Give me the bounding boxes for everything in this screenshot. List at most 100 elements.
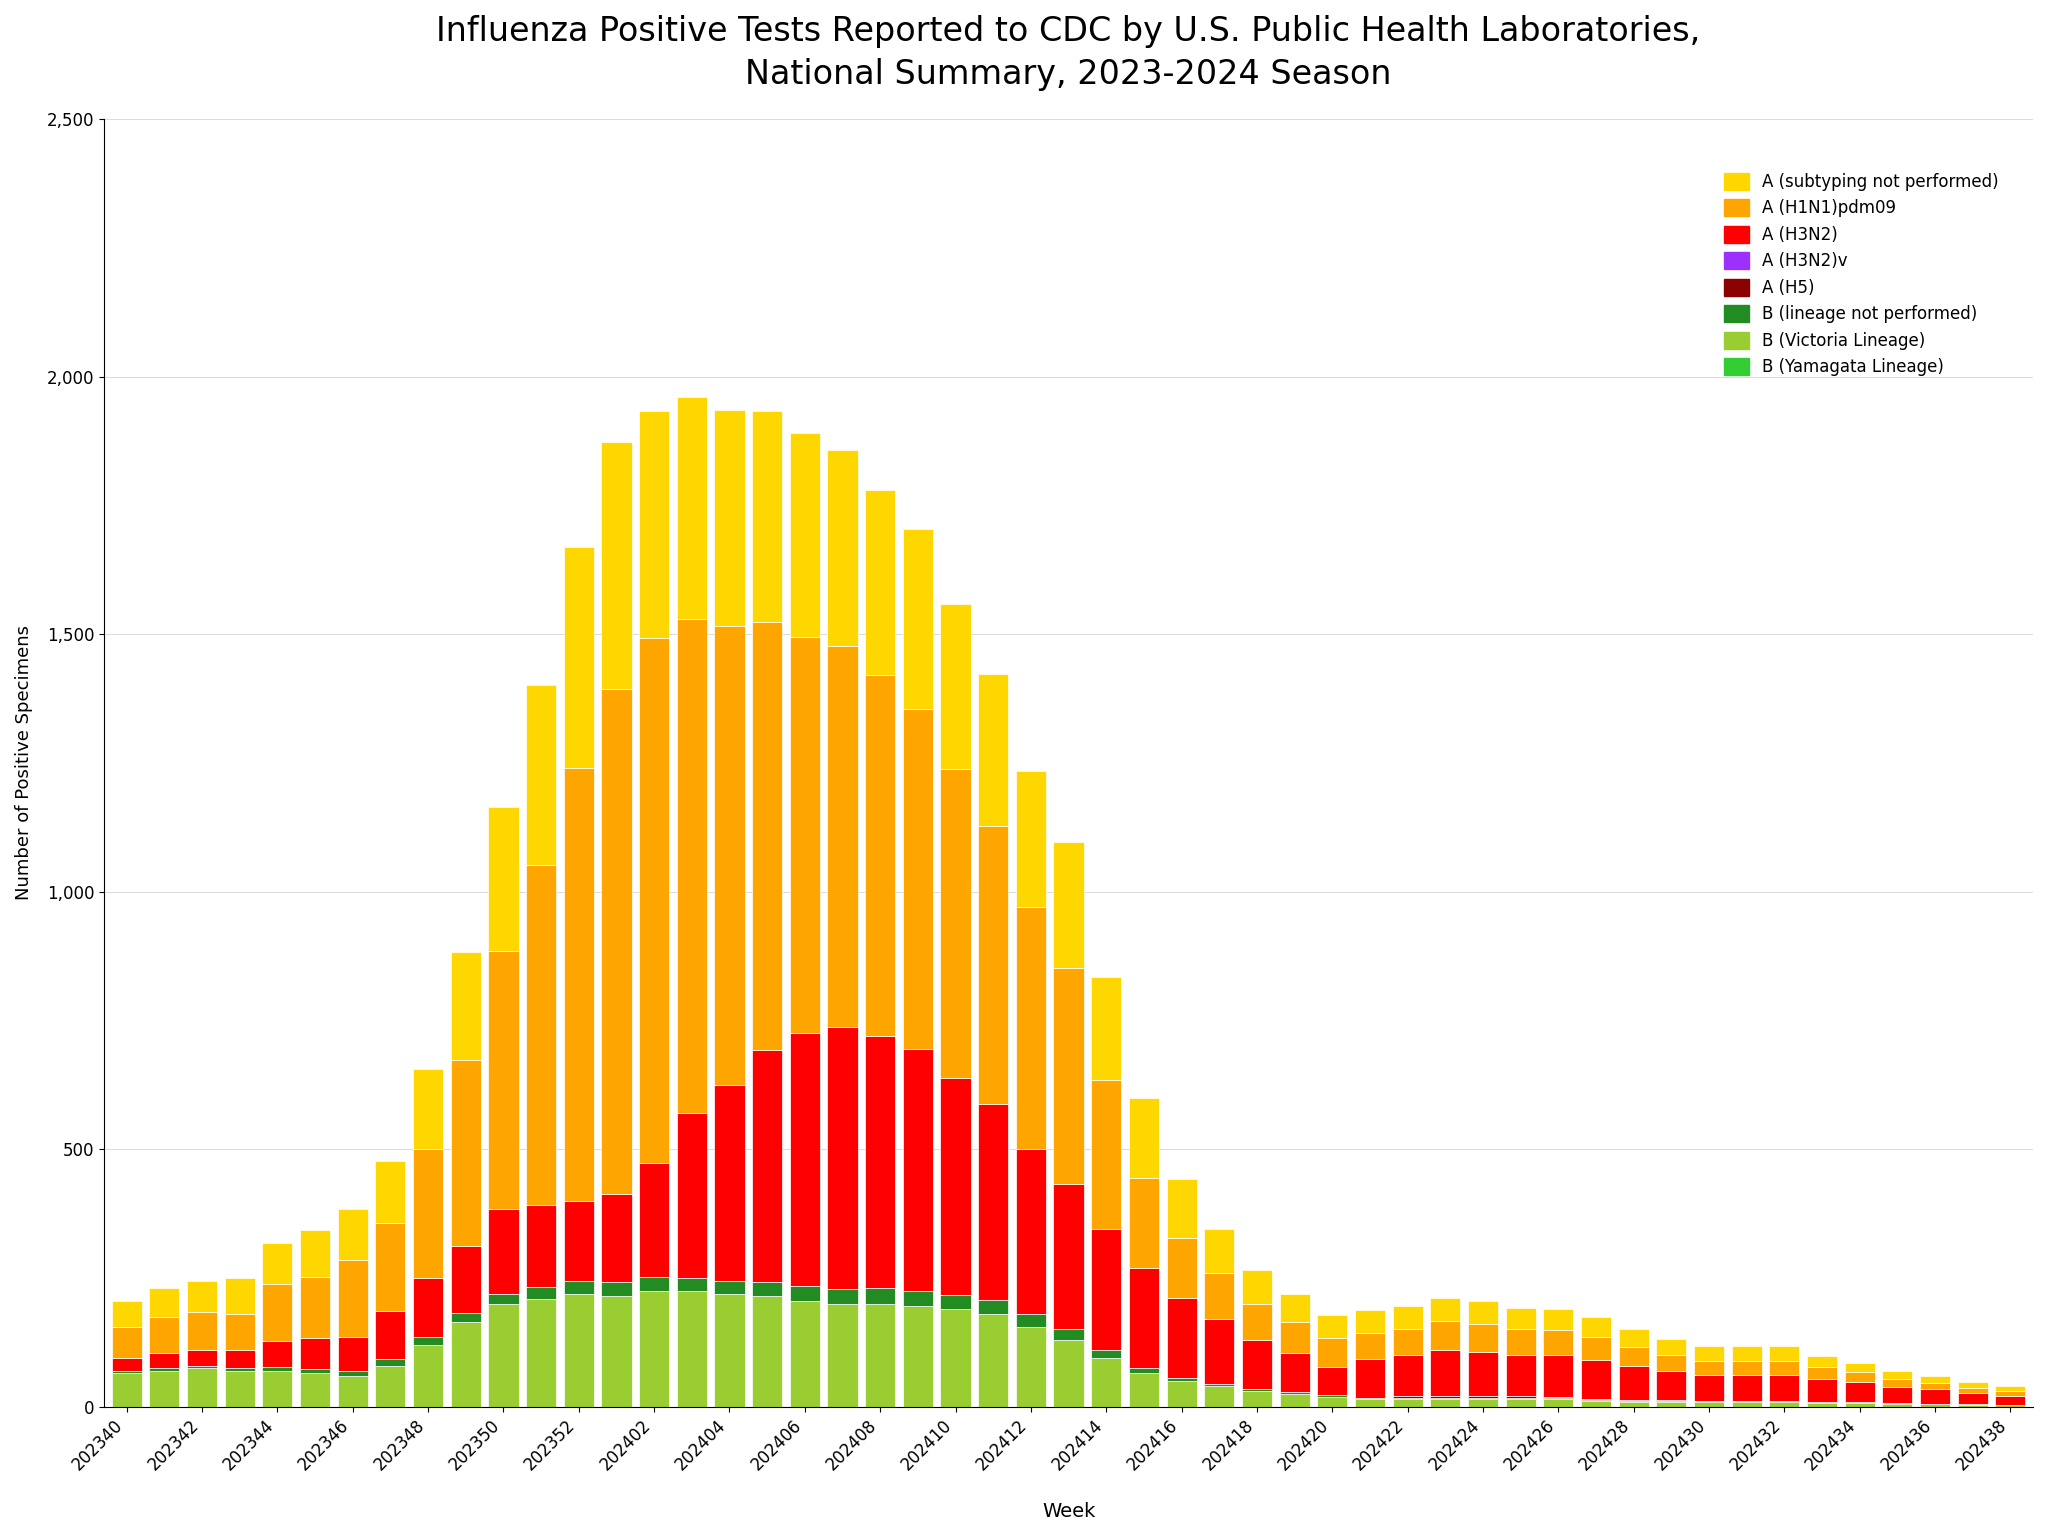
Bar	[526, 1287, 557, 1299]
Bar	[1657, 1339, 1686, 1355]
Bar	[1204, 1387, 1235, 1407]
Bar	[1430, 1396, 1460, 1398]
Bar	[1468, 1398, 1497, 1399]
Bar	[186, 1369, 217, 1407]
Bar	[338, 1376, 369, 1407]
Bar	[1128, 1373, 1159, 1407]
Bar	[299, 1373, 330, 1407]
Bar	[375, 1310, 406, 1359]
Bar	[186, 1281, 217, 1312]
Bar	[1430, 1399, 1460, 1407]
Bar	[1280, 1293, 1309, 1322]
Bar	[1995, 1396, 2025, 1405]
Bar	[1769, 1402, 1800, 1407]
Bar	[1694, 1402, 1724, 1407]
Bar	[338, 1338, 369, 1370]
Bar	[1167, 1381, 1196, 1407]
Bar	[1128, 1178, 1159, 1267]
Bar	[1092, 1229, 1122, 1350]
Bar	[676, 1114, 707, 1278]
Bar	[1806, 1367, 1837, 1378]
Bar	[1505, 1309, 1536, 1329]
Bar	[563, 1201, 594, 1281]
Bar	[1393, 1355, 1423, 1396]
Bar	[113, 1373, 141, 1407]
Bar	[338, 1260, 369, 1338]
Bar	[1544, 1399, 1573, 1407]
Bar	[563, 768, 594, 1201]
Bar	[186, 1366, 217, 1369]
Bar	[979, 674, 1008, 826]
Bar	[1393, 1306, 1423, 1329]
Bar	[1128, 1267, 1159, 1369]
Bar	[1581, 1336, 1612, 1359]
Bar	[903, 710, 934, 1049]
Bar	[1317, 1396, 1348, 1407]
Bar	[1657, 1402, 1686, 1407]
Bar	[299, 1369, 330, 1373]
Bar	[1995, 1392, 2025, 1396]
Bar	[903, 1049, 934, 1290]
Bar	[1882, 1404, 1913, 1407]
Bar	[1393, 1398, 1423, 1399]
Bar	[1995, 1387, 2025, 1392]
Bar	[1919, 1404, 1950, 1407]
Bar	[940, 1295, 971, 1309]
Bar	[113, 1327, 141, 1358]
Bar	[827, 645, 858, 1026]
Bar	[1694, 1346, 1724, 1361]
Bar	[1468, 1396, 1497, 1398]
Bar	[113, 1358, 141, 1370]
Bar	[715, 410, 745, 627]
Bar	[1882, 1387, 1913, 1404]
Bar	[1128, 1098, 1159, 1178]
Bar	[262, 1341, 293, 1367]
Bar	[1393, 1396, 1423, 1398]
Bar	[1468, 1399, 1497, 1407]
Bar	[1128, 1369, 1159, 1373]
Bar	[602, 442, 631, 690]
Bar	[262, 1284, 293, 1341]
Bar	[1241, 1304, 1272, 1339]
Bar	[526, 1204, 557, 1287]
Bar	[1092, 1358, 1122, 1407]
Bar	[1581, 1318, 1612, 1336]
Bar	[827, 1289, 858, 1304]
Bar	[299, 1230, 330, 1276]
Bar	[150, 1353, 180, 1369]
Bar	[563, 547, 594, 768]
Bar	[1806, 1378, 1837, 1402]
Bar	[1995, 1405, 2025, 1407]
Bar	[186, 1350, 217, 1366]
Bar	[375, 1223, 406, 1310]
Bar	[1356, 1333, 1384, 1359]
Bar	[1657, 1372, 1686, 1399]
Bar	[1544, 1309, 1573, 1330]
Bar	[940, 1078, 971, 1295]
Bar	[676, 619, 707, 1114]
Bar	[979, 1299, 1008, 1315]
Bar	[1958, 1405, 1989, 1407]
Bar	[602, 1193, 631, 1281]
Bar	[864, 676, 895, 1035]
Bar	[563, 1281, 594, 1293]
Bar	[1393, 1329, 1423, 1355]
Bar	[676, 1290, 707, 1407]
Bar	[791, 1286, 819, 1301]
Bar	[715, 1084, 745, 1281]
Bar	[752, 412, 782, 622]
Bar	[639, 637, 670, 1163]
Bar	[1053, 1339, 1083, 1407]
Bar	[639, 1163, 670, 1276]
Bar	[864, 490, 895, 676]
Bar	[262, 1367, 293, 1370]
Bar	[487, 806, 518, 951]
Bar	[1468, 1324, 1497, 1352]
Bar	[1544, 1330, 1573, 1355]
Bar	[903, 1290, 934, 1307]
Bar	[979, 826, 1008, 1104]
Bar	[1317, 1367, 1348, 1395]
Bar	[1733, 1375, 1761, 1401]
Bar	[1618, 1347, 1649, 1366]
Bar	[940, 604, 971, 770]
